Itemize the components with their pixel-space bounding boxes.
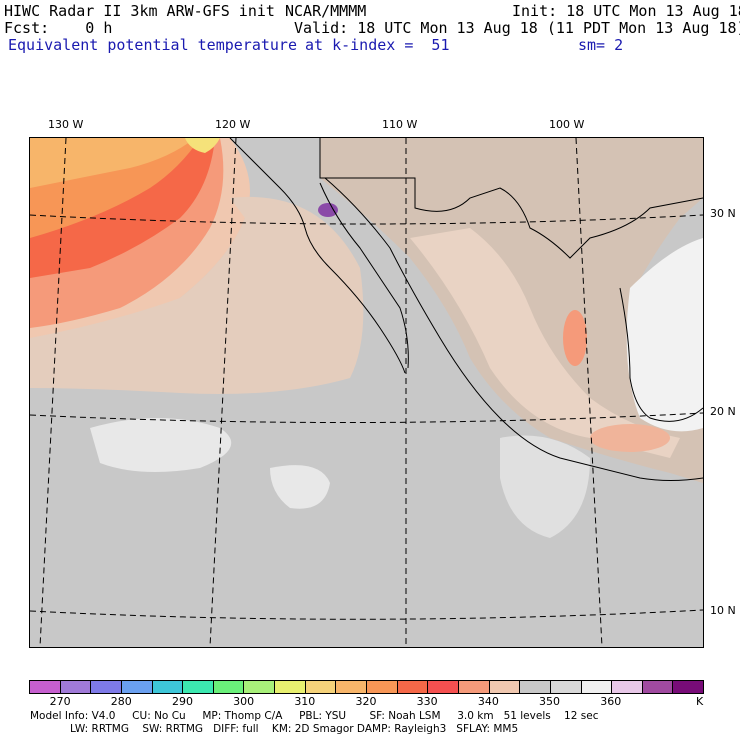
map-panel[interactable] <box>29 137 704 648</box>
smoothing-label: sm= 2 <box>578 36 624 54</box>
colorbar-swatch <box>336 681 368 693</box>
colorbar-tick-label: 320 <box>355 695 377 708</box>
lon-label-110w: 110 W <box>382 118 418 131</box>
lat-line-10n <box>30 609 703 620</box>
colorbar-swatch <box>520 681 551 693</box>
lat-line-20n <box>30 412 703 424</box>
colorbar-swatch <box>612 681 643 693</box>
colorbar-swatch <box>367 681 398 693</box>
colorbar-swatch <box>458 681 490 693</box>
us-mexico-border <box>319 138 703 259</box>
graticule <box>30 138 703 647</box>
colorbar-swatch <box>121 681 153 693</box>
coastline-baja-west <box>229 138 406 374</box>
map-svg <box>30 138 703 647</box>
colorbar-swatch <box>30 681 61 693</box>
colorbar-swatch <box>305 681 337 693</box>
lon-label-130w: 130 W <box>48 118 84 131</box>
warm-spot-2 <box>590 424 670 452</box>
colorbar-tick-label: 330 <box>416 695 438 708</box>
colorbar-swatch <box>244 681 276 693</box>
theta-e-band-320 <box>30 138 195 188</box>
purple-spot <box>318 203 338 217</box>
theta-e-band-315 <box>185 138 220 153</box>
lon-label-100w: 100 W <box>549 118 585 131</box>
colorbar-swatch <box>152 681 184 693</box>
colorbar-tick-label: 350 <box>539 695 561 708</box>
light-patch-1 <box>90 418 232 472</box>
coastline-baja-east <box>319 182 409 369</box>
colorbar-tick-label: 310 <box>294 695 316 708</box>
level-label: at k-index = 51 <box>305 36 450 54</box>
colorbar-swatch <box>275 681 306 693</box>
colorbar-swatch <box>642 681 674 693</box>
land-highlands <box>410 228 680 458</box>
colorbar <box>29 680 704 694</box>
lat-line-30n <box>30 214 703 225</box>
warm-spot-1 <box>563 310 587 366</box>
colorbar-tick-label: 340 <box>477 695 499 708</box>
lon-line-130w <box>39 138 67 647</box>
gulf-of-mexico <box>626 238 703 432</box>
valid-time: Valid: 18 UTC Mon 13 Aug 18 (11 PDT Mon … <box>294 19 740 37</box>
coastline-mexico-pacific <box>324 177 703 481</box>
lat-label-20n: 20 N <box>710 405 736 418</box>
colorbar-tick-label: 300 <box>233 695 255 708</box>
light-patch-2 <box>270 465 330 509</box>
light-patch-3 <box>500 435 590 538</box>
forecast-hour: Fcst: 0 h <box>4 19 113 37</box>
init-time: Init: 18 UTC Mon 13 Aug 18 <box>512 2 740 20</box>
colorbar-swatch <box>428 681 459 693</box>
footer-line-1: Model Info: V4.0 CU: No Cu MP: Thomp C/A… <box>30 710 599 722</box>
colorbar-swatch <box>91 681 122 693</box>
lon-line-120w <box>209 138 237 647</box>
footer-line-2: LW: RRTMG SW: RRTMG DIFF: full KM: 2D Sm… <box>70 723 519 735</box>
colorbar-tick-label: 270 <box>49 695 71 708</box>
colorbar-swatch <box>60 681 92 693</box>
coastline-gulf <box>619 287 703 422</box>
colorbar-tick-label: 290 <box>171 695 193 708</box>
colorbar-swatch <box>397 681 429 693</box>
lon-label-120w: 120 W <box>215 118 251 131</box>
org-label: NCAR/MMMM <box>285 2 367 20</box>
model-title: HIWC Radar II 3km ARW-GFS init <box>4 2 275 20</box>
colorbar-swatch <box>550 681 582 693</box>
lat-label-10n: 10 N <box>710 604 736 617</box>
colorbar-tick-label: 280 <box>110 695 132 708</box>
tan-region-west <box>30 196 364 394</box>
field-name: Equivalent potential temperature <box>8 36 297 54</box>
colorbar-tick-label: 360 <box>600 695 622 708</box>
colorbar-swatch <box>581 681 613 693</box>
lat-label-30n: 30 N <box>710 207 736 220</box>
colorbar-swatch <box>183 681 214 693</box>
colorbar-swatch <box>673 681 704 693</box>
colorbar-swatch <box>489 681 521 693</box>
lon-line-100w <box>575 138 603 647</box>
colorbar-tick-label: K <box>696 695 704 708</box>
colorbar-swatch <box>213 681 245 693</box>
